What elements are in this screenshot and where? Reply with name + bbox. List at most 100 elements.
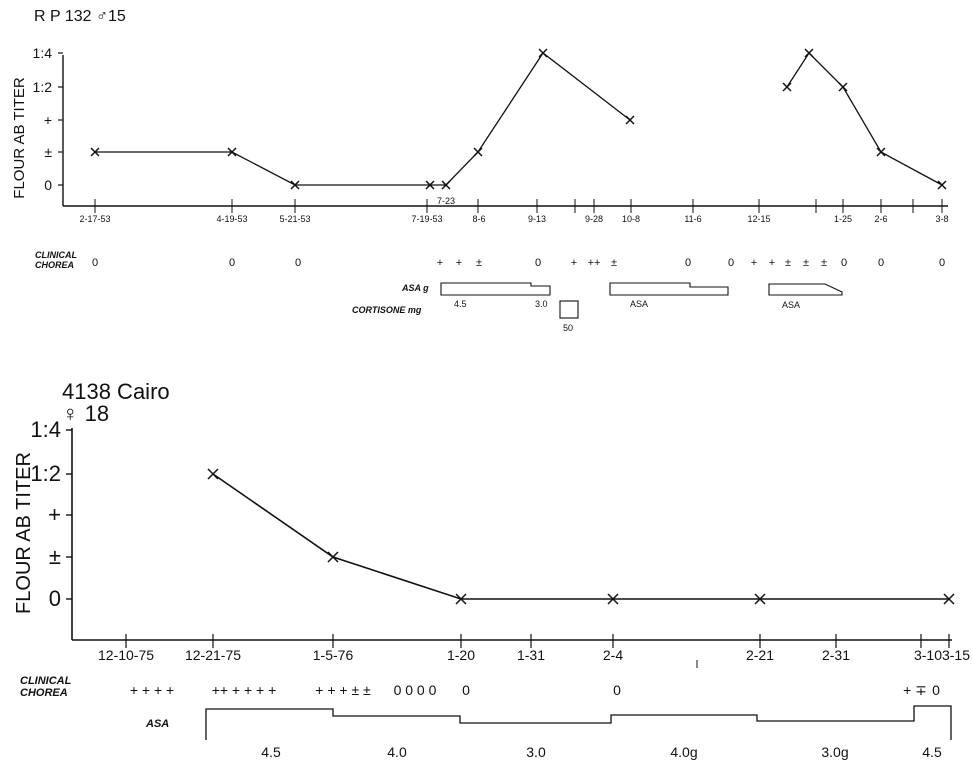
chart-1-chorea-mark: 0 <box>728 257 734 269</box>
chart-1-chorea-mark: 0 <box>535 257 541 269</box>
chart-2-x-tick-label: 2-31 <box>822 647 850 663</box>
chart-1-data-point <box>782 82 792 92</box>
chart-2-data-point <box>455 593 467 605</box>
chart-1-chorea-mark: ± <box>611 257 617 269</box>
chart-2-axes <box>71 428 952 641</box>
chart-1-y-tick-label: ± <box>44 144 52 160</box>
chart-1-spacer-19 <box>560 301 578 318</box>
chart-1-x-tick-label: 9-13 <box>528 214 546 224</box>
chart-1-spacer-7 <box>560 301 577 317</box>
chart-1-asa-bar-2-label: ASA <box>630 299 648 309</box>
chart-1-y-axis-label: FLOUR AB TITER <box>11 77 28 199</box>
chart-1-spacer-3 <box>560 301 578 318</box>
chart-1-chorea-mark: 0 <box>939 257 945 269</box>
chart-1-spacer-8 <box>560 301 578 318</box>
chart-1-chorea-mark: + <box>437 257 443 269</box>
chart-1-x-tick-label: 3-8 <box>935 214 948 224</box>
chart-1-x-tick-label: 9-28 <box>585 214 603 224</box>
chart-2-y-axis-label: FLOUR AB TITER <box>13 452 35 614</box>
chart-1-asa-bar-3 <box>768 283 843 296</box>
chart-1-x-tick-label: 7-19-53 <box>411 214 442 224</box>
chart-2-chorea-mark: 0 0 0 0 <box>394 682 437 698</box>
chart-1-data-point <box>425 180 435 190</box>
chart-2-asa-dose: 4.0 <box>387 744 407 760</box>
chart-2-chorea-mark: 0 <box>462 682 470 698</box>
chart-1-data-point <box>90 147 100 157</box>
chart-1-x-tick-label: 1-25 <box>834 214 852 224</box>
chart-2-data-point <box>754 593 766 605</box>
chart-1-spacer-4 <box>560 301 578 318</box>
chart-1-y-tick-label: + <box>44 112 52 128</box>
chart-1-data-point <box>538 48 548 58</box>
chart-1-x-tick-label: 2-6 <box>874 214 887 224</box>
chart-2-title-line1: 4138 Cairo <box>62 379 170 404</box>
chart-1-x-tick-label: 4-19-53 <box>216 214 247 224</box>
chart-2-x-tick-label: 3-15 <box>942 647 970 663</box>
chart-1-chorea-mark: 0 <box>92 257 98 269</box>
chart-2-y-tick-label: 1:4 <box>30 417 61 442</box>
chart-1-data-point <box>473 147 483 157</box>
chart-1-chorea-mark: ± <box>476 257 482 269</box>
chart-1-x-tick-label: 10-8 <box>622 214 640 224</box>
chart-1-x-tick-label: 12-15 <box>747 214 770 224</box>
chart-2: 4138 Cairo ♀ 18 FLOUR AB TITER 0 ± +1:2 1:4… <box>13 379 970 760</box>
chart-1-spacer-22 <box>560 301 578 318</box>
chart-2-asa-dose: 4.5 <box>261 744 281 760</box>
chart-1-data-point <box>441 180 451 190</box>
chart-1-x-ticks: 2-17-53 4-19-53 5-21-53 7-19-53 7-23 8-6 9-13 9… <box>79 196 948 224</box>
chart-2-data-point <box>327 551 339 563</box>
chart-1-chorea-mark: ± <box>803 257 809 269</box>
chart-2-chorea-mark: ++ + + + + <box>212 682 277 698</box>
chart-2-y-ticks: 0 ± +1:2 1:4 <box>30 417 72 611</box>
chart-1-clinical-label-line2: CHOREA <box>35 260 74 270</box>
chart-1-data-point <box>290 180 300 190</box>
chart-1-chorea-mark: + <box>456 257 462 269</box>
chart-1-y-tick-label: 0 <box>44 177 52 193</box>
chart-2-clinical-label-line1: CLINICAL <box>20 675 72 687</box>
chart-2-y-tick-label: ± <box>49 544 61 569</box>
chart-2-chorea-mark: 0 <box>932 682 940 698</box>
chart-1-data-point <box>937 180 947 190</box>
chart-1-spacer-14 <box>560 301 578 318</box>
chart-2-x-ticks: 12-10-75 12-21-75 1-5-76 1-20 1-31 2-4 2-21 2-3… <box>98 634 970 663</box>
chart-1-y-tick-label: 1:2 <box>33 79 53 95</box>
chart-1-asa-label: ASA g <box>401 283 429 293</box>
chart-2-asa-label: ASA <box>145 718 169 730</box>
chart-1-spacer-15 <box>560 301 578 318</box>
chart-2-x-tick-label: 12-21-75 <box>185 647 241 663</box>
chart-1-x-tick-label: 2-17-53 <box>79 214 110 224</box>
chart-2-y-tick-label: + <box>48 502 61 527</box>
chart-1-chorea-mark: 0 <box>878 257 884 269</box>
chart-2-asa-dose: 4.0g <box>670 744 697 760</box>
chart-1-clinical-label-line1: CLINICAL <box>35 250 77 260</box>
chart-2-x-tick-label: 2-4 <box>603 647 623 663</box>
chart-1-series-2-line <box>786 51 943 186</box>
chart-1-series-lines <box>95 51 943 186</box>
chart-1-chorea-mark: 0 <box>841 257 847 269</box>
chart-1-series-1-line <box>95 52 631 186</box>
chart-1-spacer-6 <box>559 301 578 317</box>
chart-1-x-tick-label: 8-6 <box>472 214 485 224</box>
chart-1-spacer-21 <box>560 301 578 318</box>
chart-2-points <box>207 468 955 605</box>
chart-1-spacer-9 <box>560 301 578 318</box>
chart-2-series-lines <box>212 473 949 600</box>
chart-1-spacer-20 <box>560 301 578 318</box>
chart-2-y-tick-label: 1:2 <box>30 461 61 486</box>
chart-2-data-point <box>607 593 619 605</box>
chart-2-chorea-mark: + + + + <box>130 682 174 698</box>
chart-2-asa-dose: 4.5 <box>922 744 942 760</box>
chart-2-title-line2: ♀ 18 <box>62 401 109 426</box>
chart-1-asa-bar-3-label: ASA <box>782 300 800 310</box>
chart-1: R P 132 ♂15 FLOUR AB TITER 0 ± +1:2 1:4 2-1… <box>11 8 949 333</box>
chart-1-cortisone-label: CORTISONE mg <box>352 305 422 315</box>
chart-2-series-1-line <box>212 473 949 600</box>
chart-1-spacer-17 <box>560 301 578 318</box>
chart-2-asa-dose: 3.0 <box>526 744 546 760</box>
chart-1-data-point <box>876 147 886 157</box>
chart-1-chorea-mark: 0 <box>229 257 235 269</box>
chart-2-y-tick-label: 0 <box>49 586 61 611</box>
chart-2-asa-dose: 3.0g <box>821 744 848 760</box>
chart-1-x-tick-label: 7-23 <box>437 196 455 206</box>
